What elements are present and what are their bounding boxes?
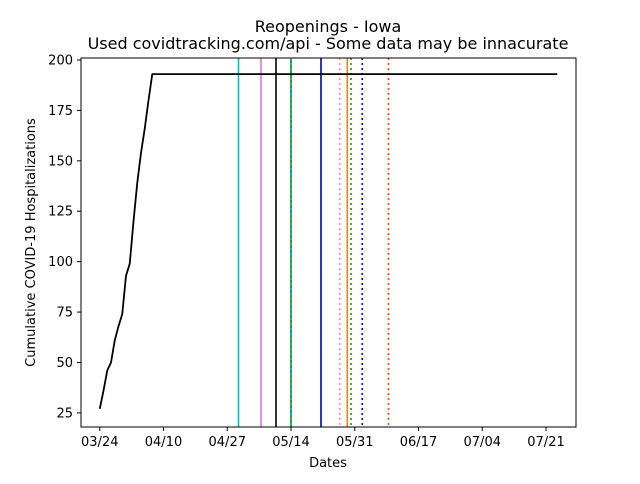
x-axis-label: Dates (309, 456, 347, 471)
series-layer (98, 73, 558, 410)
y-tick-label: 175 (48, 104, 73, 119)
x-axis-ticks: 03/24 04/10 04/27 05/14 05/31 06/17 07/04 07/21 (81, 427, 565, 450)
x-tick-label: 06/17 (400, 435, 437, 450)
y-axis-ticks: 25 50 75 100 125 150 175 200 (48, 54, 81, 421)
y-tick-label: 150 (48, 154, 73, 169)
y-tick-label: 75 (56, 306, 73, 321)
y-tick-label: 25 (56, 406, 73, 421)
series-line-1 (98, 73, 558, 410)
y-tick-label: 125 (48, 205, 73, 220)
x-tick-label: 03/24 (81, 435, 118, 450)
x-tick-label: 05/14 (272, 435, 309, 450)
vertical-lines-layer (237, 58, 390, 427)
x-tick-label: 04/10 (145, 435, 182, 450)
y-tick-label: 100 (48, 255, 73, 270)
chart-title: Reopenings - Iowa (255, 17, 402, 36)
x-tick-label: 07/21 (527, 435, 564, 450)
y-tick-label: 200 (48, 54, 73, 69)
y-tick-label: 50 (56, 356, 73, 371)
x-tick-label: 07/04 (464, 435, 501, 450)
chart-subtitle: Used covidtracking.com/api - Some data m… (88, 34, 569, 53)
plot-frame (80, 57, 577, 428)
x-tick-label: 04/27 (209, 435, 246, 450)
y-axis-label: Cumulative COVID-19 Hospitalizations (24, 118, 39, 367)
x-tick-label: 05/31 (336, 435, 373, 450)
